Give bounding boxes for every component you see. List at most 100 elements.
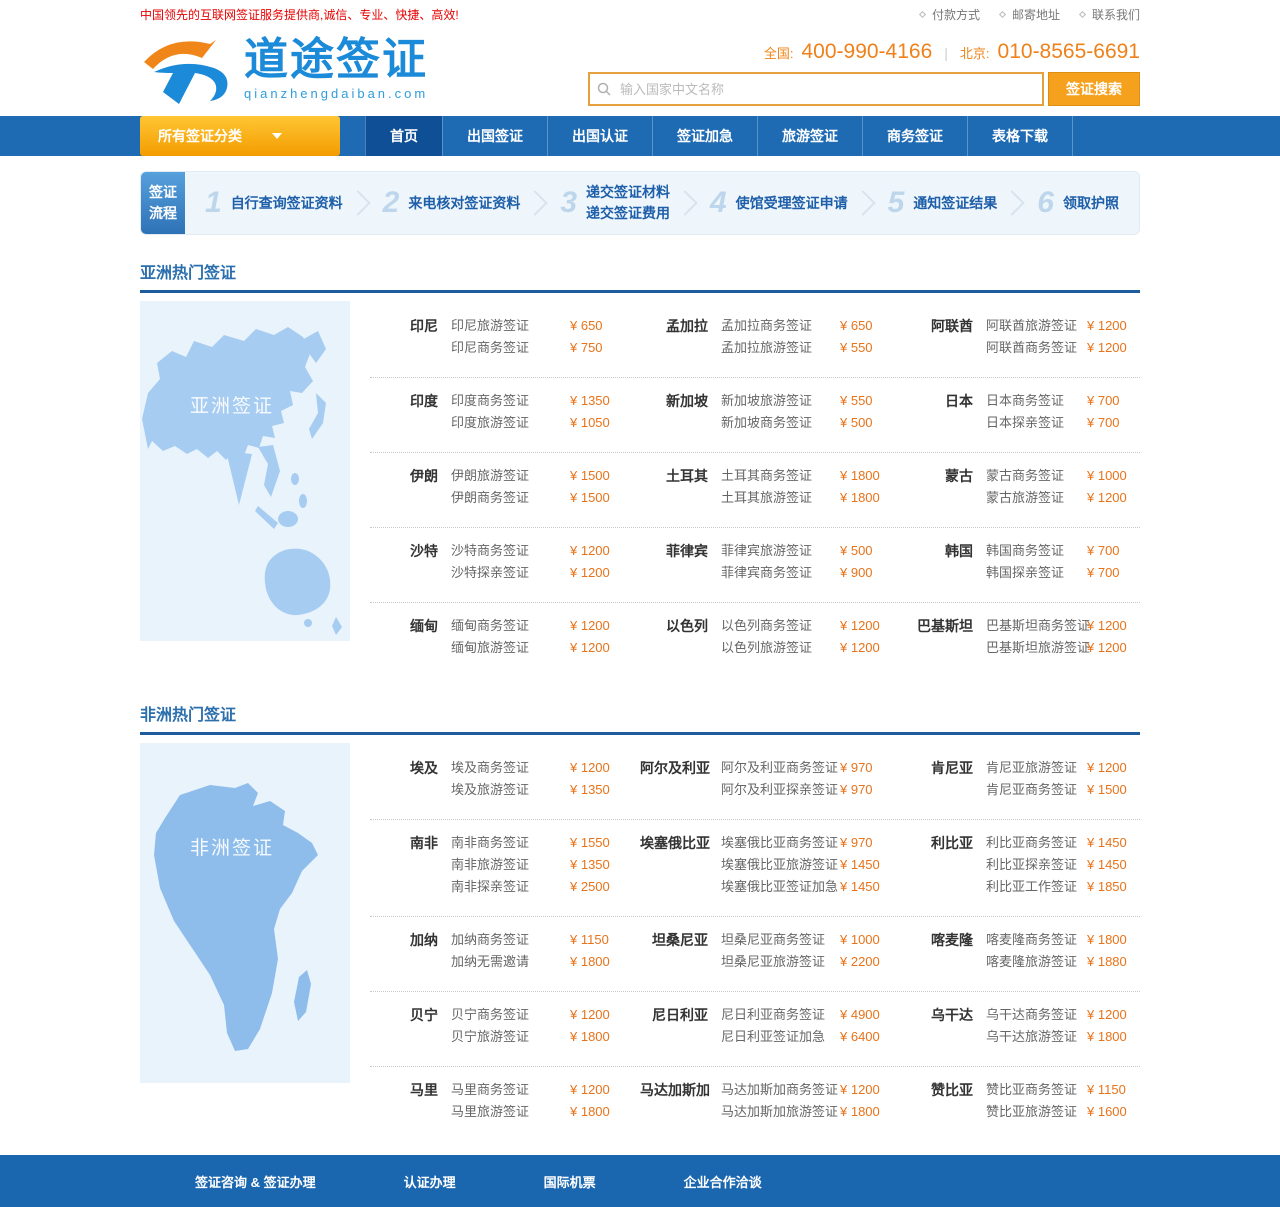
visa-item-link[interactable]: 沙特探亲签证 (451, 565, 530, 580)
search-input[interactable] (588, 72, 1044, 106)
visa-item-link[interactable]: 阿尔及利亚商务签证 (721, 760, 839, 775)
footer-link[interactable]: 国际机票 (543, 1174, 596, 1190)
all-visa-categories-dropdown[interactable]: 所有签证分类 (140, 116, 340, 156)
footer-link[interactable]: 签证咨询 & 签证办理 (195, 1174, 316, 1190)
visa-item-link[interactable]: 菲律宾商务签证 (721, 565, 813, 580)
topbar-link[interactable]: 邮寄地址 (998, 6, 1060, 23)
visa-item-link[interactable]: 乌干达商务签证 (986, 1007, 1078, 1022)
nav-item[interactable]: 出国认证 (547, 116, 652, 156)
visa-item-link[interactable]: 土耳其旅游签证 (721, 490, 813, 505)
visa-item-link[interactable]: 印尼旅游签证 (451, 318, 530, 333)
visa-item-link[interactable]: 马里旅游签证 (451, 1104, 530, 1119)
visa-item-link[interactable]: 赞比亚旅游签证 (986, 1104, 1078, 1119)
visa-table: 埃及 埃及商务签证 ¥ 1200 埃及旅游签证 ¥ 1350 (370, 743, 1140, 1141)
visa-item-link[interactable]: 埃及旅游签证 (451, 782, 530, 797)
visa-item-link[interactable]: 印度商务签证 (451, 393, 530, 408)
visa-item-link[interactable]: 阿尔及利亚探亲签证 (721, 782, 839, 797)
visa-item-link[interactable]: 肯尼亚旅游签证 (986, 760, 1078, 775)
topbar-link-label: 付款方式 (931, 7, 980, 22)
visa-item-link[interactable]: 以色列商务签证 (721, 618, 813, 633)
visa-item-link[interactable]: 喀麦隆旅游签证 (986, 954, 1078, 969)
visa-section: 非洲热门签证 (140, 701, 1140, 1141)
visa-item-link[interactable]: 韩国探亲签证 (986, 565, 1065, 580)
visa-item-link[interactable]: 印尼商务签证 (451, 340, 530, 355)
visa-item-link[interactable]: 埃及商务签证 (451, 760, 530, 775)
visa-item-link[interactable]: 蒙古旅游签证 (986, 490, 1065, 505)
visa-item-link[interactable]: 埃塞俄比亚旅游签证 (721, 857, 839, 872)
country-name: 印度 (410, 393, 438, 409)
visa-table-row: 南非 南非商务签证 ¥ 1550 南非旅游签证 ¥ 1350 (370, 819, 1140, 916)
visa-item-link[interactable]: 尼日利亚签证加急 (721, 1029, 826, 1044)
topbar-link[interactable]: 联系我们 (1078, 6, 1140, 23)
nav-item[interactable]: 签证加急 (652, 116, 757, 156)
visa-item-link[interactable]: 缅甸商务签证 (451, 618, 530, 633)
visa-item-link[interactable]: 埃塞俄比亚签证加急 (721, 879, 839, 894)
nav-item[interactable]: 商务签证 (862, 116, 967, 156)
visa-item-link[interactable]: 贝宁旅游签证 (451, 1029, 530, 1044)
visa-item-link[interactable]: 沙特商务签证 (451, 543, 530, 558)
visa-item-link[interactable]: 土耳其商务签证 (721, 468, 813, 483)
nav-item[interactable]: 首页 (365, 116, 442, 156)
visa-item-link[interactable]: 孟加拉商务签证 (721, 318, 813, 333)
visa-item-link[interactable]: 新加坡旅游签证 (721, 393, 813, 408)
visa-item-price: ¥ 1050 (570, 415, 610, 430)
nav-item[interactable]: 旅游签证 (757, 116, 862, 156)
visa-item-link[interactable]: 新加坡商务签证 (721, 415, 813, 430)
visa-item-link[interactable]: 印度旅游签证 (451, 415, 530, 430)
visa-item-link[interactable]: 加纳无需邀请 (451, 954, 530, 969)
visa-item-link[interactable]: 南非旅游签证 (451, 857, 530, 872)
visa-item: 缅甸旅游签证 ¥ 1200 (438, 637, 640, 659)
visa-item-link[interactable]: 南非商务签证 (451, 835, 530, 850)
visa-item-link[interactable]: 阿联酋旅游签证 (986, 318, 1078, 333)
visa-item-link[interactable]: 孟加拉旅游签证 (721, 340, 813, 355)
flow-step-label: 通知签证结果 (913, 194, 998, 211)
visa-item-price: ¥ 1200 (570, 543, 610, 558)
visa-item-link[interactable]: 加纳商务签证 (451, 932, 530, 947)
visa-items: 新加坡旅游签证 ¥ 550 新加坡商务签证 ¥ 500 (708, 390, 905, 434)
visa-item: 加纳商务签证 ¥ 1150 (438, 929, 640, 951)
visa-item-price: ¥ 1850 (1087, 879, 1127, 894)
visa-item-link[interactable]: 肯尼亚商务签证 (986, 782, 1078, 797)
visa-item-link[interactable]: 巴基斯坦商务签证 (986, 618, 1091, 633)
visa-item-link[interactable]: 坦桑尼亚商务签证 (721, 932, 826, 947)
visa-item-link[interactable]: 利比亚工作签证 (986, 879, 1078, 894)
visa-item-link[interactable]: 马达加斯加旅游签证 (721, 1104, 839, 1119)
visa-item-link[interactable]: 马达加斯加商务签证 (721, 1082, 839, 1097)
visa-item-link[interactable]: 尼日利亚商务签证 (721, 1007, 826, 1022)
visa-item-link[interactable]: 利比亚商务签证 (986, 835, 1078, 850)
visa-search-button[interactable]: 签证搜索 (1048, 72, 1140, 106)
visa-item-link[interactable]: 阿联酋商务签证 (986, 340, 1078, 355)
visa-item-link[interactable]: 韩国商务签证 (986, 543, 1065, 558)
nav-item[interactable]: 表格下载 (967, 116, 1073, 156)
nav-item[interactable]: 出国签证 (442, 116, 547, 156)
visa-item-link[interactable]: 利比亚探亲签证 (986, 857, 1078, 872)
visa-item-link[interactable]: 伊朗旅游签证 (451, 468, 530, 483)
visa-item-link[interactable]: 以色列旅游签证 (721, 640, 813, 655)
visa-item-link[interactable]: 巴基斯坦旅游签证 (986, 640, 1091, 655)
visa-item-price: ¥ 1450 (1087, 857, 1127, 872)
visa-item-link[interactable]: 日本商务签证 (986, 393, 1065, 408)
visa-item-link[interactable]: 日本探亲签证 (986, 415, 1065, 430)
site-logo[interactable]: 道途签证 qianzhengdaiban.com (140, 32, 428, 106)
visa-item-link[interactable]: 坦桑尼亚旅游签证 (721, 954, 826, 969)
visa-item-price: ¥ 650 (570, 318, 603, 333)
visa-item-link[interactable]: 埃塞俄比亚商务签证 (721, 835, 839, 850)
visa-item-link[interactable]: 马里商务签证 (451, 1082, 530, 1097)
visa-item-link[interactable]: 蒙古商务签证 (986, 468, 1065, 483)
visa-item-link[interactable]: 贝宁商务签证 (451, 1007, 530, 1022)
visa-item-link[interactable]: 喀麦隆商务签证 (986, 932, 1078, 947)
topbar-link[interactable]: 付款方式 (918, 6, 980, 23)
visa-item-price: ¥ 970 (840, 835, 873, 850)
visa-item-link[interactable]: 菲律宾旅游签证 (721, 543, 813, 558)
visa-items: 贝宁商务签证 ¥ 1200 贝宁旅游签证 ¥ 1800 (438, 1004, 640, 1048)
visa-item-price: ¥ 650 (840, 318, 873, 333)
visa-item: 阿尔及利亚探亲签证 ¥ 970 (708, 779, 905, 801)
visa-item-link[interactable]: 乌干达旅游签证 (986, 1029, 1078, 1044)
visa-item-link[interactable]: 南非探亲签证 (451, 879, 530, 894)
flow-step-label: 递交签证材料 递交签证费用 (586, 184, 670, 221)
visa-item-link[interactable]: 伊朗商务签证 (451, 490, 530, 505)
visa-item-link[interactable]: 赞比亚商务签证 (986, 1082, 1078, 1097)
footer-link[interactable]: 企业合作洽谈 (683, 1174, 762, 1190)
visa-item-link[interactable]: 缅甸旅游签证 (451, 640, 530, 655)
footer-link[interactable]: 认证办理 (403, 1174, 456, 1190)
